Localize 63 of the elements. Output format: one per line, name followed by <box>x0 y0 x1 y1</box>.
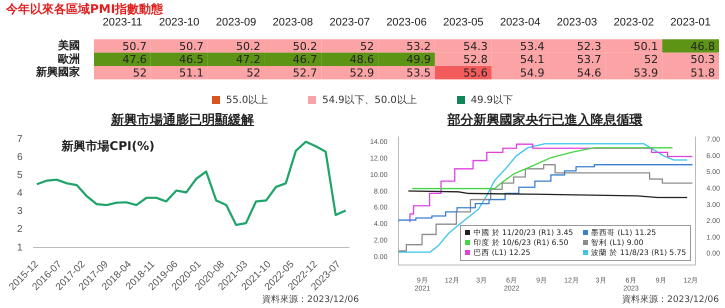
data-label: 50.2 <box>292 40 318 53</box>
data-label: 50.7 <box>179 40 204 53</box>
data-label: 52 <box>246 66 260 80</box>
text: 54.9以下、50.0以上 <box>321 94 417 107</box>
chart-title: 今年以來各區域PMI指數動態 <box>6 1 164 18</box>
data-label: 52.3 <box>576 40 602 53</box>
chart-title: 部分新興國家央行已進入降息循環 <box>446 112 644 129</box>
text: 新興市場CPI(%) <box>60 139 155 154</box>
x-tick-label: 2023-09 <box>216 16 256 29</box>
data-label: 51.1 <box>179 66 204 80</box>
y-tick-label: 3 <box>17 206 23 218</box>
y-tick-label: 7 <box>17 134 23 145</box>
data-label: 49.9 <box>406 53 431 66</box>
y-tick-label: 美國 <box>57 38 80 52</box>
x-tick-label: 2023-03 <box>556 16 598 29</box>
y-tick-label: 6 <box>17 152 23 163</box>
y-tick-label: 1 <box>17 242 23 254</box>
data-label: 53.5 <box>406 66 431 80</box>
data-label: 54.1 <box>520 53 545 66</box>
data-label: 46.8 <box>690 40 715 53</box>
data-label: 54.6 <box>576 66 602 80</box>
data-label: 50.2 <box>236 40 260 53</box>
data-label: 50.3 <box>690 53 715 66</box>
y-tick-label: 新興國家 <box>35 66 80 79</box>
data-label: 53.7 <box>576 53 602 66</box>
y-tick-label: 歐洲 <box>58 52 80 66</box>
data-label: 52 <box>132 66 147 80</box>
x-tick-label: 2023-04 <box>500 16 540 29</box>
data-label: 52 <box>360 40 374 53</box>
x-tick-label: 2023-08 <box>272 16 314 29</box>
data-label: 55.6 <box>463 66 488 80</box>
data-label: 52.9 <box>350 66 374 80</box>
data-label: 51.8 <box>690 66 715 80</box>
data-label: 53.4 <box>520 40 545 53</box>
data-label: 54.9 <box>520 66 545 80</box>
text: 55.0以上 <box>224 94 268 107</box>
x-tick-label: 2023-07 <box>329 16 370 29</box>
source-note: 資料來源：2023/12/06 <box>262 294 359 306</box>
data-label: 50.7 <box>122 40 147 53</box>
data-label: 47.6 <box>122 53 147 66</box>
x-tick-label: 2023-10 <box>159 16 200 29</box>
x-tick-label: 2023-01 <box>670 16 711 29</box>
x-tick-label: 2023-06 <box>386 16 427 29</box>
data-label: 52.7 <box>292 66 318 80</box>
data-label: 52.8 <box>463 53 488 66</box>
data-label: 54.3 <box>463 40 488 53</box>
data-label: 47.2 <box>236 53 260 66</box>
x-tick-label: 2023-02 <box>614 16 654 29</box>
data-label: 53.2 <box>406 40 431 53</box>
data-label: 50.1 <box>634 40 658 53</box>
chart-title: 新興市場通膨已明顯緩解 <box>110 112 255 129</box>
text: 49.9以下 <box>470 94 514 107</box>
x-tick-label: 2023-05 <box>443 16 484 29</box>
y-tick-label: 5 <box>17 170 23 181</box>
x-tick-label: 2023-11 <box>102 16 142 29</box>
data-label: 53.9 <box>634 66 658 80</box>
data-label: 46.5 <box>179 53 204 66</box>
data-label: 48.6 <box>350 53 374 66</box>
data-label: 52 <box>644 53 658 66</box>
source-note: 資料來源：2023/12/06 <box>622 294 719 306</box>
y-tick-label: 2 <box>17 224 23 236</box>
data-label: 46.7 <box>292 53 318 66</box>
y-tick-label: 4 <box>17 188 23 200</box>
